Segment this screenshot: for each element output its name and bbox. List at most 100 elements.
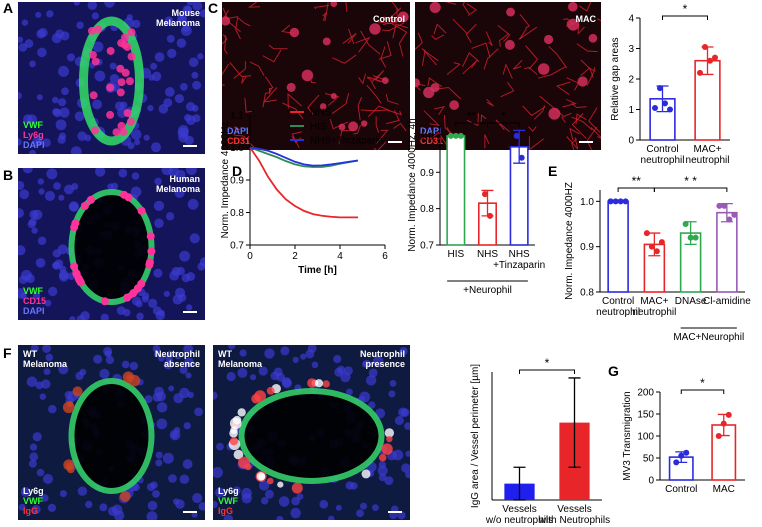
- cell-border: [382, 22, 405, 31]
- nucleus: [392, 449, 404, 461]
- nucleus: [130, 186, 142, 198]
- cell-border: [367, 76, 383, 83]
- significance-label: *: [501, 109, 506, 123]
- significance-label: **: [632, 174, 642, 188]
- nucleus: [151, 142, 161, 153]
- nucleus: [58, 363, 69, 375]
- nucleus: [35, 11, 42, 18]
- nucleus: [21, 19, 29, 26]
- nucleus: [182, 5, 193, 15]
- stain-spot: [361, 469, 371, 479]
- nucleus: [319, 499, 329, 509]
- nucleus: [232, 486, 241, 495]
- nucleus: [59, 271, 69, 282]
- cell-border: [331, 93, 350, 115]
- bar: [446, 135, 466, 246]
- stain-spot: [256, 472, 266, 481]
- y-tick-label: 1.0: [230, 143, 244, 154]
- nucleus: [186, 304, 193, 311]
- nucleus: [155, 451, 163, 459]
- nucleus: [154, 177, 162, 186]
- nucleus: [154, 218, 164, 228]
- nucleus: [184, 357, 194, 368]
- nucleus: [57, 244, 68, 255]
- cell-border: [282, 102, 304, 120]
- cell-border: [360, 30, 381, 55]
- nucleus: [174, 187, 185, 198]
- y-tick-label: 0.7: [420, 241, 434, 252]
- data-point: [452, 132, 459, 139]
- cell-border: [562, 98, 577, 108]
- nucleus: [74, 111, 85, 122]
- nucleus: [405, 450, 410, 457]
- data-point: [607, 198, 614, 205]
- cell-border: [465, 33, 472, 43]
- nucleus: [29, 452, 39, 462]
- nucleus: [356, 509, 364, 518]
- cell-border: [324, 2, 329, 22]
- cell-border: [566, 136, 579, 150]
- cell-border: [533, 105, 545, 120]
- data-point: [658, 239, 665, 246]
- cell-border: [561, 112, 572, 123]
- nucleus: [42, 345, 51, 353]
- cell-border: [262, 92, 271, 108]
- nucleus: [104, 350, 112, 358]
- nucleus: [27, 220, 36, 229]
- nucleus: [22, 168, 33, 174]
- nucleus: [77, 131, 87, 141]
- nucleus: [198, 502, 205, 511]
- cell-border: [342, 32, 357, 44]
- y-tick-label: 100: [637, 432, 654, 443]
- significance-bracket: [680, 389, 725, 394]
- neutrophil: [112, 128, 121, 137]
- nucleus: [118, 168, 128, 178]
- stain-spot: [254, 390, 266, 403]
- stain-spot: [386, 435, 393, 443]
- nucleus: [388, 390, 396, 398]
- nucleus: [108, 506, 118, 517]
- nucleus: [430, 83, 440, 93]
- cell-border: [247, 2, 260, 8]
- nucleus: [305, 349, 315, 359]
- cell-border: [353, 124, 361, 135]
- panel-letter: A: [3, 0, 13, 16]
- nucleus: [35, 257, 46, 268]
- legend-label: HIS: [310, 122, 327, 133]
- nucleus: [199, 257, 205, 267]
- stain-spot: [233, 449, 244, 460]
- stain-label: Ly6g: [23, 486, 44, 496]
- significance-bracket: [519, 369, 575, 374]
- cell-border: [360, 109, 390, 112]
- x-tick-label: Vessels w/o neutrophils: [485, 504, 553, 526]
- nucleus: [258, 480, 270, 491]
- nucleus: [182, 24, 190, 32]
- x-tick-label: DNAse: [675, 296, 707, 307]
- nucleus: [52, 108, 60, 116]
- nucleus: [182, 459, 193, 469]
- stain-spot: [229, 417, 242, 430]
- cell-border: [291, 131, 302, 149]
- y-tick-label: 0.9: [420, 168, 434, 179]
- x-tick-label: Vessels with Neutrophils: [538, 504, 610, 526]
- cell-border: [433, 23, 447, 35]
- nucleus: [46, 10, 54, 18]
- x-tick-label: Control neutrophil: [641, 144, 685, 166]
- y-tick-label: 1.0: [580, 197, 594, 208]
- neutrophil: [127, 28, 136, 37]
- stain-label: DAPI: [23, 306, 45, 316]
- data-point: [725, 411, 732, 418]
- nucleus: [105, 355, 115, 365]
- nucleus: [372, 356, 384, 368]
- x-tick-label: MAC: [713, 484, 735, 495]
- cell-border: [233, 61, 246, 79]
- cell-border: [423, 49, 439, 66]
- cell-border: [229, 61, 252, 78]
- error-bar: [568, 377, 581, 468]
- cell-border: [371, 70, 385, 82]
- data-point: [702, 43, 708, 50]
- cell-border: [268, 87, 273, 94]
- cell-border: [462, 2, 470, 15]
- nucleus: [144, 395, 153, 404]
- cell-border: [388, 109, 403, 116]
